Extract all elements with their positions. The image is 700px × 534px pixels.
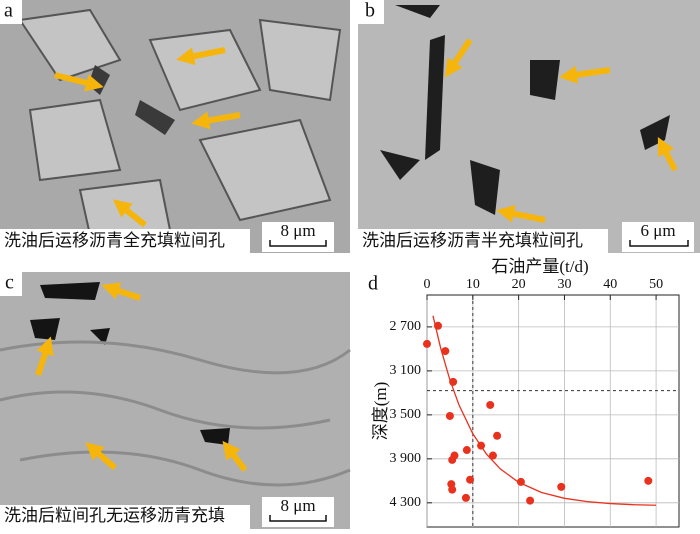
scale-label: 6 μm (640, 221, 675, 240)
panel-label: a (4, 0, 13, 22)
caption: 洗油后粒间孔无运移沥青充填 (4, 506, 225, 525)
x-tick-label: 10 (466, 277, 480, 292)
y-tick-label: 4 300 (390, 495, 422, 510)
x-tick-label: 20 (512, 277, 526, 292)
point (466, 475, 475, 484)
panel-label: c (5, 272, 14, 294)
y-tick-label: 2 700 (390, 319, 422, 334)
point (644, 476, 653, 485)
point (462, 446, 471, 455)
point (441, 347, 450, 356)
x-tick-label: 30 (557, 277, 571, 292)
plot-area (426, 294, 680, 528)
x-tick-label: 50 (649, 277, 663, 292)
point (445, 411, 454, 420)
panel-b: b 洗油后运移沥青半充填粒间孔 6 μm (358, 0, 700, 253)
x-tick-label: 0 (424, 277, 431, 292)
chart: d 石油产量(t/d) 深度(m) 0 10 20 30 40 50 2 700 3 100 3… (368, 257, 680, 528)
panel-label: b (365, 0, 375, 22)
scale-label: 8 μm (280, 221, 315, 240)
point (526, 496, 535, 505)
x-tick-label: 40 (603, 277, 617, 292)
scale-label: 8 μm (280, 496, 315, 515)
point (448, 455, 457, 464)
y-tick-label: 3 900 (390, 451, 422, 466)
panel-c: c 洗油后粒间孔无运移沥青充填 8 μm (0, 272, 351, 529)
panel-label: d (368, 273, 378, 295)
panel-a: a 洗油后运移沥青全充填粒间孔 8 μm (0, 0, 350, 253)
point (461, 493, 470, 502)
y-tick-label: 3 100 (390, 363, 422, 378)
y-tick-label: 3 500 (390, 407, 422, 422)
caption: 洗油后运移沥青全充填粒间孔 (4, 231, 225, 250)
point (557, 482, 566, 491)
point (488, 451, 497, 460)
fit-curve (432, 315, 657, 506)
point (486, 400, 495, 409)
point (448, 485, 457, 494)
point (423, 339, 431, 348)
y-axis-title: 深度(m) (371, 382, 390, 441)
point (493, 431, 502, 440)
x-axis-title: 石油产量(t/d) (491, 257, 588, 276)
caption: 洗油后运移沥青半充填粒间孔 (362, 231, 583, 250)
